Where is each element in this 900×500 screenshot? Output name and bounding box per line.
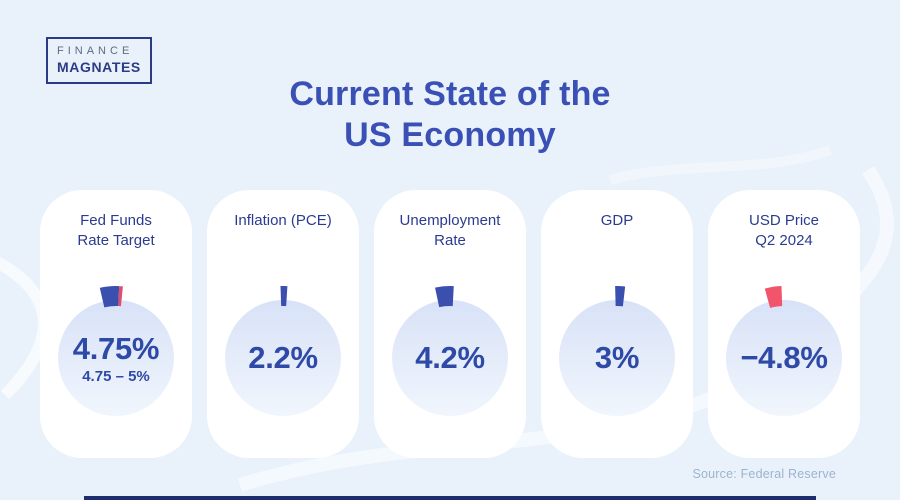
gauge-fed-funds: 4.75% 4.75 – 5%: [46, 278, 186, 423]
gauge-unemployment: 4.2%: [380, 278, 520, 423]
finance-magnates-logo: FINANCE MAGNATES: [46, 37, 152, 84]
gauge-gdp: 3%: [547, 278, 687, 423]
metric-card-title: GDP: [600, 212, 634, 229]
metric-card-title: USD Price Q2 2024: [748, 212, 819, 250]
bottom-accent-bar: [84, 496, 816, 500]
metric-card-inflation: Inflation (PCE) 2.2%: [207, 190, 359, 458]
source-attribution: Source: Federal Reserve: [692, 467, 836, 481]
gauge-inflation: 2.2%: [213, 278, 353, 423]
page-title: Current State of the US Economy: [289, 75, 611, 155]
metric-card-usd-price: USD Price Q2 2024 −4.8%: [708, 190, 860, 458]
gauge-usd-price: −4.8%: [714, 278, 854, 423]
metric-cards-row: Fed Funds Rate Target 4.75% 4.75 – 5% In…: [40, 190, 860, 458]
logo-word-finance: FINANCE: [57, 45, 134, 57]
metric-card-gdp: GDP 3%: [541, 190, 693, 458]
metric-card-title: Inflation (PCE): [234, 212, 332, 229]
metric-card-fed-funds: Fed Funds Rate Target 4.75% 4.75 – 5%: [40, 190, 192, 458]
metric-card-title: Fed Funds Rate Target: [77, 212, 155, 250]
metric-card-unemployment: Unemployment Rate 4.2%: [374, 190, 526, 458]
metric-card-title: Unemployment Rate: [399, 212, 501, 250]
logo-word-magnates: MAGNATES: [57, 58, 141, 75]
